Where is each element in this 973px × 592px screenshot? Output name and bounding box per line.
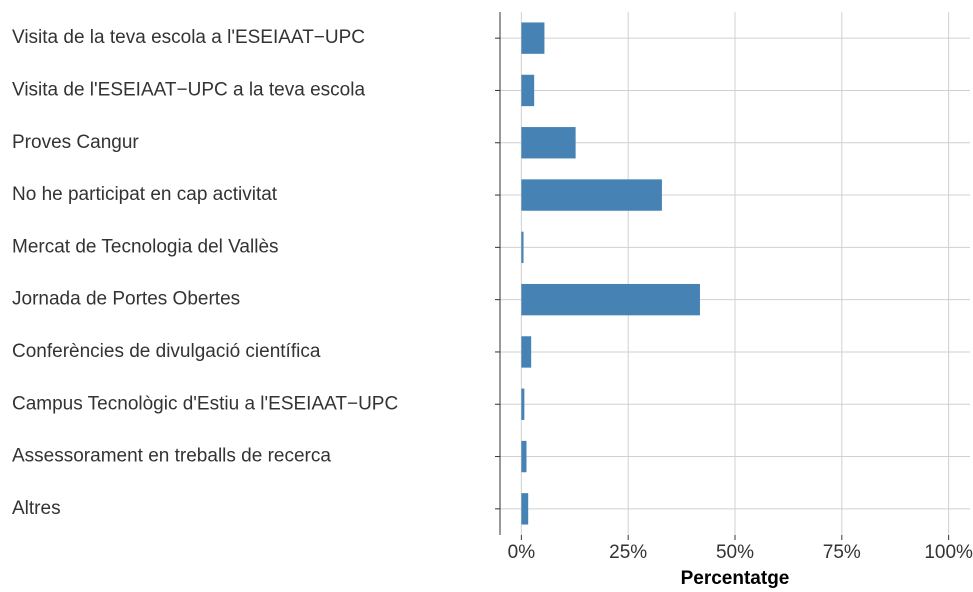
y-tick-label: Assessorament en treballs de recerca	[12, 446, 331, 467]
x-tick-label: 100%	[924, 542, 973, 563]
y-tick-label: Jornada de Portes Obertes	[12, 289, 240, 310]
x-tick-label: 25%	[609, 542, 647, 563]
y-tick-label: Altres	[12, 498, 61, 519]
y-tick-label: Proves Cangur	[12, 132, 139, 153]
bar	[521, 22, 545, 54]
x-axis-label: Percentatge	[681, 568, 790, 589]
bar	[521, 440, 527, 473]
bar	[521, 179, 662, 211]
bar	[521, 231, 524, 264]
x-tick-label: 50%	[716, 542, 754, 563]
bar	[521, 493, 529, 525]
bar	[521, 74, 535, 107]
bar	[521, 336, 532, 368]
y-tick-label: No he participat en cap activitat	[12, 184, 278, 205]
x-tick-label: 75%	[823, 542, 861, 563]
y-tick-label: Conferències de divulgació científica	[12, 341, 321, 362]
bar	[521, 283, 700, 316]
y-tick-label: Campus Tecnològic d'Estiu a l'ESEIAAT−UP…	[12, 393, 398, 414]
bar	[521, 388, 525, 420]
y-tick-label: Mercat de Tecnologia del Vallès	[12, 236, 279, 257]
y-tick-label: Visita de la teva escola a l'ESEIAAT−UPC	[12, 27, 365, 48]
x-tick-label: 0%	[508, 542, 536, 563]
y-tick-label: Visita de l'ESEIAAT−UPC a la teva escola	[12, 79, 365, 100]
bar	[521, 127, 576, 159]
